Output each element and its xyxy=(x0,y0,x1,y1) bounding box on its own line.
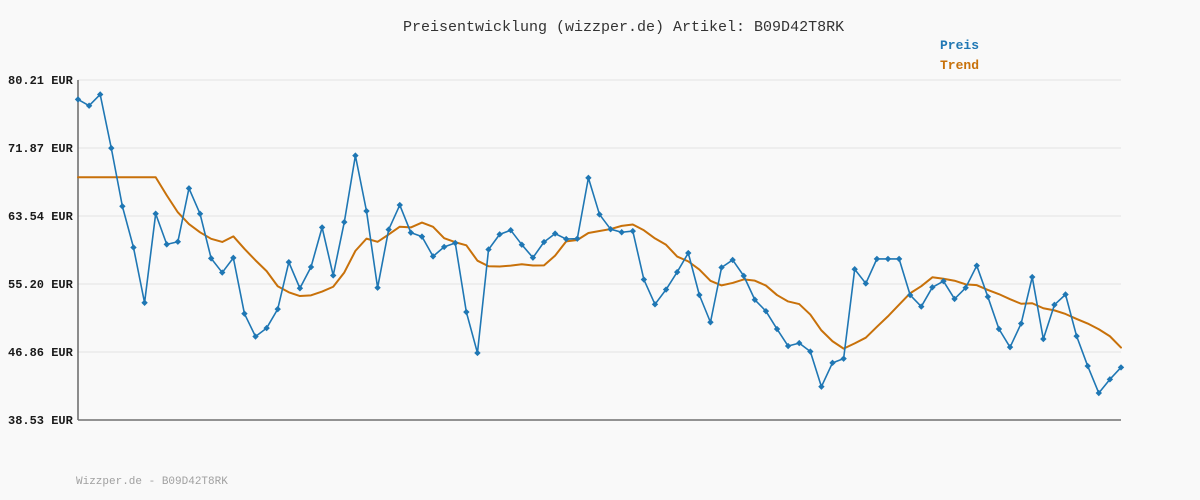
svg-text:80.21 EUR: 80.21 EUR xyxy=(8,74,74,88)
svg-text:63.54 EUR: 63.54 EUR xyxy=(8,210,74,224)
svg-text:71.87 EUR: 71.87 EUR xyxy=(8,142,74,156)
svg-text:46.86 EUR: 46.86 EUR xyxy=(8,346,74,360)
svg-text:38.53 EUR: 38.53 EUR xyxy=(8,414,74,428)
svg-text:55.20 EUR: 55.20 EUR xyxy=(8,278,74,292)
